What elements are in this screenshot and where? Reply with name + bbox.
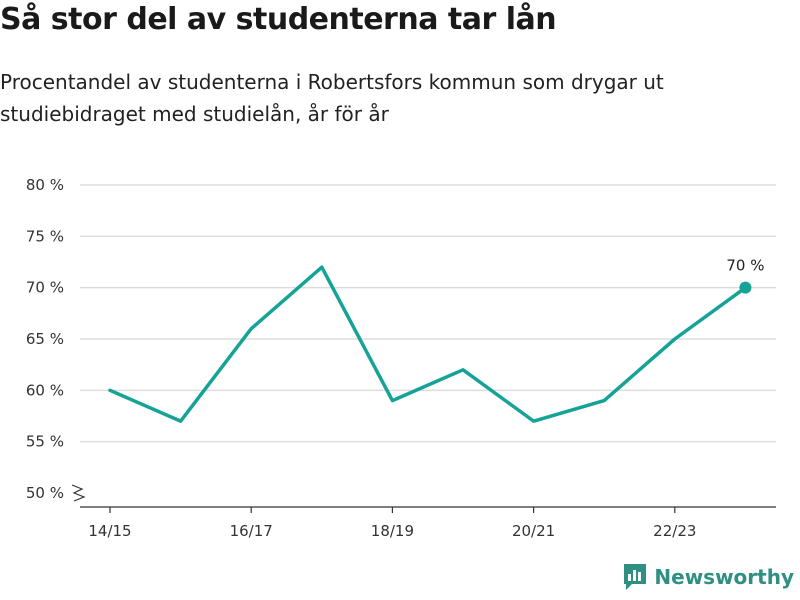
axis-break-icon (71, 484, 86, 502)
series (108, 265, 748, 423)
y-tick-label: 70 % (26, 279, 64, 297)
y-tick-label: 60 % (26, 381, 64, 399)
data-label: 70 % (726, 257, 764, 275)
last-point-marker (739, 281, 752, 294)
y-tick-label: 75 % (26, 227, 64, 245)
data-labels: 70 % (726, 257, 764, 294)
y-axis-ticks: 50 % 55 % 60 % 65 % 70 % 75 % 80 % (26, 176, 64, 502)
y-tick-label: 80 % (26, 176, 64, 194)
brand-name: Newsworthy (654, 565, 794, 589)
y-tick-label: 65 % (26, 330, 64, 348)
y-tick-label: 50 % (26, 484, 64, 502)
y-tick-label: 55 % (26, 433, 64, 451)
brand: Newsworthy (622, 562, 794, 592)
newsworthy-logo-icon (624, 564, 647, 590)
x-tick-label: 18/19 (371, 522, 414, 540)
x-axis (71, 484, 776, 508)
chart-subtitle: Procentandel av studenterna i Robertsfor… (0, 70, 664, 126)
x-axis-ticks: 14/15 16/17 18/19 20/21 22/23 (88, 507, 696, 540)
series-line (108, 265, 748, 423)
x-tick-label: 16/17 (230, 522, 273, 540)
x-tick-label: 20/21 (512, 522, 555, 540)
x-tick-label: 14/15 (88, 522, 131, 540)
chart-title: Så stor del av studenterna tar lån (0, 2, 557, 37)
x-tick-label: 22/23 (653, 522, 696, 540)
grid-lines (80, 184, 776, 443)
